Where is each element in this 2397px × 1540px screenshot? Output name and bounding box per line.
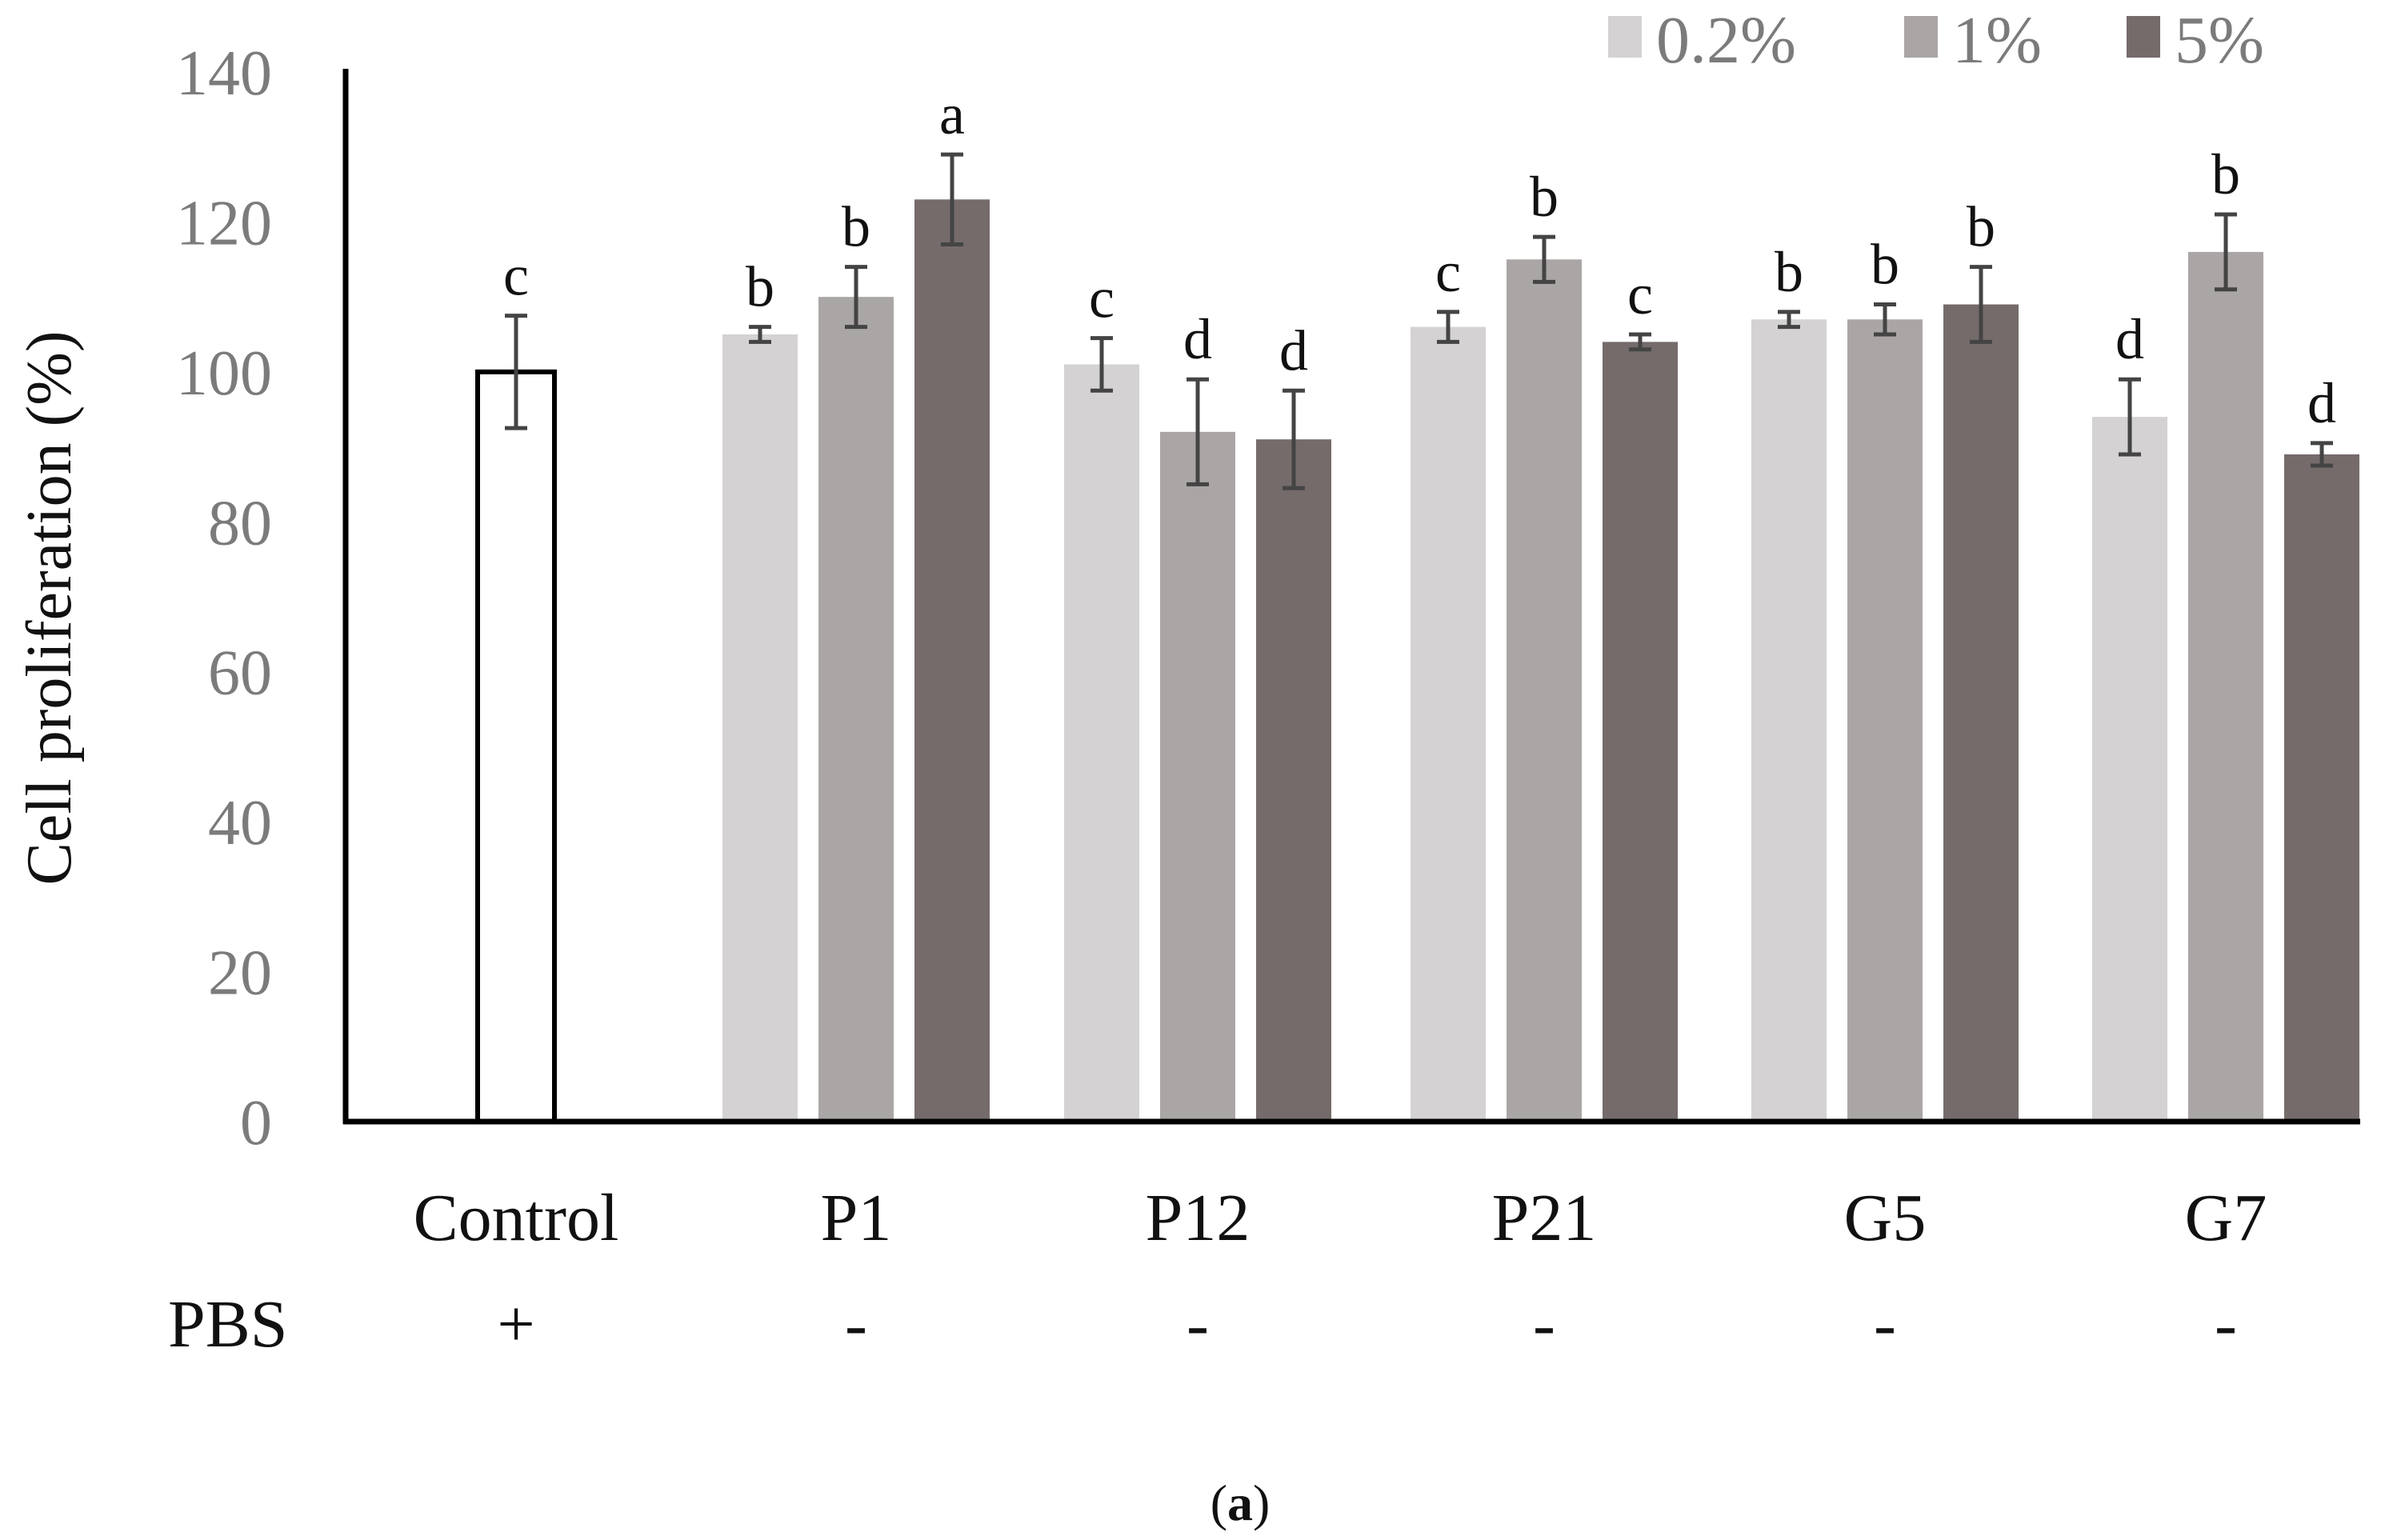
bar (1847, 319, 1923, 1122)
error-bar (1970, 265, 1992, 344)
legend-item: 1% (1904, 3, 2042, 78)
bar (818, 297, 894, 1122)
error-bar (749, 325, 771, 344)
bar (1064, 364, 1139, 1122)
bar (1507, 259, 1582, 1122)
bar (2284, 454, 2359, 1122)
category-labels: Control P1 P12 P21 G5 G7 (414, 1181, 2267, 1255)
y-tick-label: 120 (176, 188, 272, 258)
bar (1943, 304, 2019, 1122)
bar (1256, 439, 1331, 1122)
y-tick-label: 20 (208, 938, 272, 1009)
significance-letter: b (1871, 233, 1899, 297)
error-bar (1778, 310, 1800, 330)
y-axis-label: Cell proliferation (%) (14, 330, 85, 885)
bar (1411, 326, 1486, 1122)
error-bar (845, 265, 867, 330)
pbs-value: - (2215, 1287, 2237, 1362)
category-label: P12 (1146, 1181, 1251, 1255)
significance-letter: d (2115, 307, 2144, 371)
bar (475, 369, 557, 1125)
legend: 0.2% 1% 5% (1608, 3, 2264, 78)
category-label: G5 (1844, 1181, 1927, 1255)
significance-letter: b (842, 195, 870, 259)
bar (1160, 431, 1235, 1122)
legend-swatch (1904, 16, 1938, 58)
significance-letter: b (1775, 240, 1803, 304)
significance-letter: b (2211, 142, 2240, 206)
error-bar (1090, 336, 1113, 393)
error-bar (1629, 332, 1651, 352)
legend-label: 1% (1952, 3, 2042, 78)
error-bar (1874, 302, 1896, 337)
pbs-row: PBS + - - - - - (168, 1287, 2237, 1362)
significance-letter: d (1183, 307, 1212, 371)
category-label: P21 (1492, 1181, 1597, 1255)
legend-item: 5% (2127, 3, 2264, 78)
legend-swatch (2127, 16, 2160, 58)
error-bar (2119, 377, 2141, 457)
significance-letter: b (1530, 165, 1559, 229)
y-tick-label: 140 (176, 38, 272, 109)
bar (914, 199, 990, 1122)
panel-label: (a) (1211, 1474, 1271, 1531)
significance-letter: c (1435, 240, 1461, 304)
y-tick-label: 80 (208, 488, 272, 558)
bar (1751, 319, 1827, 1122)
y-tick-label: 100 (176, 338, 272, 409)
bar (2188, 251, 2263, 1122)
significance-letter: d (1279, 318, 1308, 382)
significance-letter: c (1627, 262, 1653, 326)
pbs-value: + (497, 1287, 534, 1362)
y-tick-label: 60 (208, 638, 272, 709)
significance-letter: d (2307, 371, 2336, 435)
error-bars (505, 152, 2333, 490)
legend-label: 0.2% (1656, 3, 1796, 78)
legend-swatch (1608, 16, 1642, 58)
significance-letter: a (939, 82, 965, 146)
category-label: P1 (821, 1181, 892, 1255)
significance-letters: c b b a c d d c b c b b b d b d (503, 82, 2336, 435)
error-bar (1533, 234, 1555, 284)
error-bar (2311, 441, 2333, 468)
error-bar (1283, 388, 1305, 490)
pbs-value: - (845, 1287, 867, 1362)
pbs-value: - (1186, 1287, 1209, 1362)
pbs-value: - (1874, 1287, 1896, 1362)
error-bar (2215, 212, 2237, 292)
pbs-value: - (1533, 1287, 1555, 1362)
y-tick-label: 40 (208, 788, 272, 858)
bar (2092, 417, 2167, 1122)
legend-label: 5% (2175, 3, 2264, 78)
category-label: G7 (2185, 1181, 2267, 1255)
error-bar (941, 152, 963, 247)
error-bar (1186, 377, 1209, 486)
pbs-row-label: PBS (168, 1287, 287, 1362)
bar (1603, 342, 1678, 1122)
legend-item: 0.2% (1608, 3, 1796, 78)
bar (722, 334, 798, 1122)
y-tick-labels: 0 20 40 60 80 100 120 140 (176, 38, 272, 1158)
category-label: Control (414, 1181, 619, 1255)
significance-letter: c (503, 244, 529, 308)
significance-letter: c (1089, 266, 1114, 330)
y-tick-label: 0 (240, 1088, 272, 1158)
bars (475, 199, 2359, 1125)
significance-letter: b (1967, 195, 1995, 259)
error-bar (1437, 310, 1459, 344)
significance-letter: b (746, 255, 774, 319)
error-bar (505, 314, 527, 430)
